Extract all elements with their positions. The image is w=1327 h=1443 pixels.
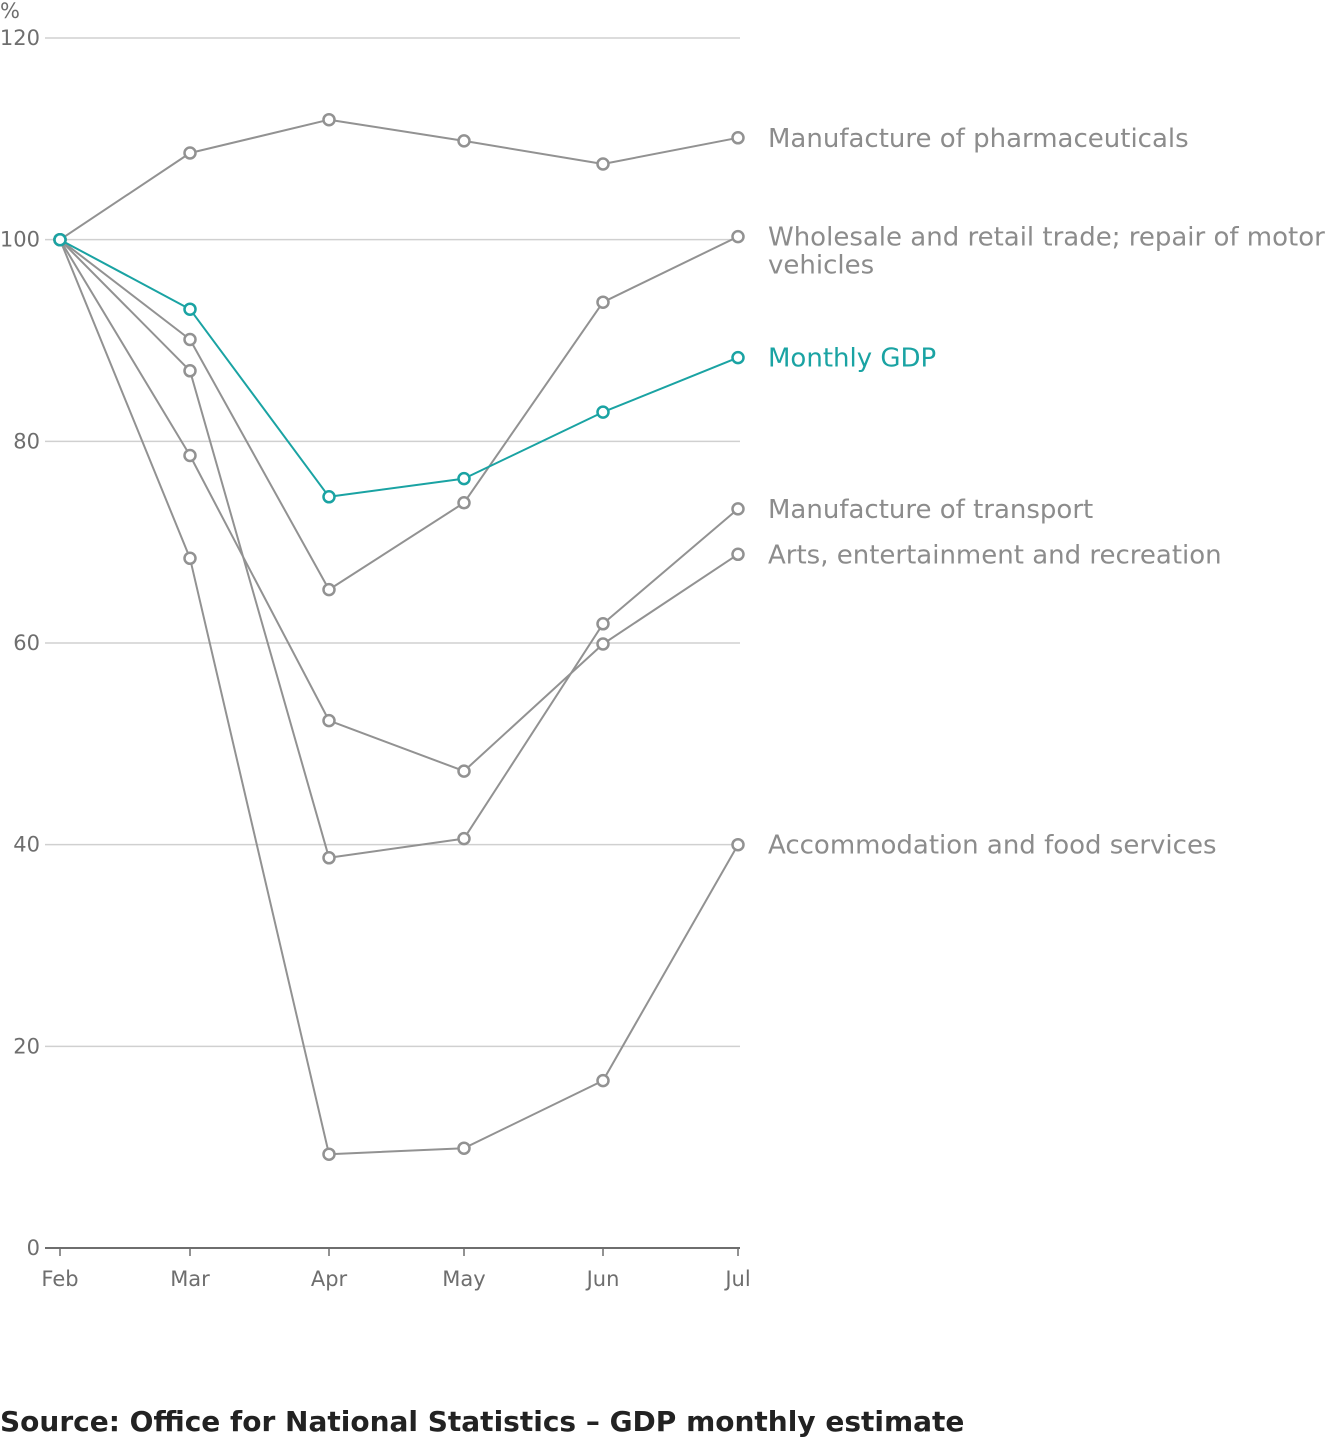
series-labels: Manufacture of pharmaceuticals Wholesale … xyxy=(768,124,1325,861)
series-line-manufacture-of-transport xyxy=(59,238,739,859)
data-point-manufacture-of-pharmaceuticals-jun xyxy=(596,157,610,171)
data-point-accommodation-and-food-services-mar xyxy=(183,551,197,566)
series-label-wholesale-and-retail-trade-repair-of-motor-vehicles: Wholesale and retail trade; repair of mo… xyxy=(768,223,1325,281)
data-point-accommodation-and-food-services-jul xyxy=(731,837,745,852)
x-tick-label-apr: Apr xyxy=(311,1267,348,1291)
series-line-monthly-gdp xyxy=(59,238,739,498)
y-tick-label-80: 80 xyxy=(13,429,40,453)
x-tick-label-may: May xyxy=(442,1267,485,1291)
series-line-wholesale-and-retail-trade-repair-of-motor-vehicles xyxy=(59,235,739,591)
series-label-manufacture-of-pharmaceuticals: Manufacture of pharmaceuticals xyxy=(768,124,1189,154)
series-manufacture-of-transport xyxy=(53,232,745,865)
y-axis-unit-label: % xyxy=(0,0,20,23)
data-point-monthly-gdp-mar xyxy=(183,302,197,316)
y-tick-label-0: 0 xyxy=(27,1236,40,1260)
data-point-manufacture-of-pharmaceuticals-may xyxy=(457,134,471,148)
series-manufacture-of-pharmaceuticals xyxy=(53,112,745,247)
data-point-manufacture-of-transport-mar xyxy=(183,364,197,378)
data-point-wholesale-and-retail-trade-repair-of-motor-vehicles-jul xyxy=(731,229,745,244)
x-axis: Feb Mar Apr May Jun Jul xyxy=(41,1247,751,1291)
data-point-wholesale-and-retail-trade-repair-of-motor-vehicles-apr xyxy=(322,582,336,597)
series-label-line: Wholesale and retail trade; repair of mo… xyxy=(768,223,1325,253)
series-label-manufacture-of-transport: Manufacture of transport xyxy=(768,495,1093,525)
x-tick-label-jun: Jun xyxy=(585,1267,620,1291)
series-label-line: Accommodation and food services xyxy=(768,831,1217,861)
series-label-line: vehicles xyxy=(768,251,874,281)
data-point-monthly-gdp-feb xyxy=(53,232,67,247)
data-point-arts-entertainment-and-recreation-jul xyxy=(731,547,745,562)
data-point-monthly-gdp-jul xyxy=(731,350,745,365)
data-point-manufacture-of-pharmaceuticals-apr xyxy=(322,112,336,127)
data-point-monthly-gdp-jun xyxy=(596,405,610,419)
data-point-accommodation-and-food-services-may xyxy=(457,1141,471,1155)
data-point-arts-entertainment-and-recreation-mar xyxy=(183,448,197,463)
series-label-line: Manufacture of pharmaceuticals xyxy=(768,124,1189,154)
series-label-line: Arts, entertainment and recreation xyxy=(768,540,1222,570)
series-accommodation-and-food-services xyxy=(53,232,745,1161)
y-tick-label-120: 120 xyxy=(0,26,40,50)
data-point-manufacture-of-transport-jun xyxy=(596,617,610,631)
data-point-manufacture-of-transport-may xyxy=(457,831,471,846)
series-line-manufacture-of-pharmaceuticals xyxy=(59,118,739,241)
y-tick-label-60: 60 xyxy=(13,631,40,655)
series-label-arts-entertainment-and-recreation: Arts, entertainment and recreation xyxy=(768,540,1222,570)
series-label-line: Manufacture of transport xyxy=(768,495,1093,525)
series-lines xyxy=(53,112,745,1161)
series-line-accommodation-and-food-services xyxy=(59,239,739,1156)
data-point-manufacture-of-transport-jul xyxy=(731,502,745,516)
y-tick-label-20: 20 xyxy=(13,1034,40,1058)
data-point-accommodation-and-food-services-apr xyxy=(322,1147,336,1161)
data-point-manufacture-of-transport-apr xyxy=(322,851,336,865)
data-point-arts-entertainment-and-recreation-apr xyxy=(322,713,336,728)
data-point-accommodation-and-food-services-jun xyxy=(596,1073,610,1088)
data-point-monthly-gdp-apr xyxy=(322,490,336,504)
source-note: Source: Office for National Statistics –… xyxy=(0,1405,965,1438)
data-point-monthly-gdp-may xyxy=(457,471,471,486)
series-label-line: Monthly GDP xyxy=(768,344,936,374)
series-label-monthly-gdp: Monthly GDP xyxy=(768,344,936,374)
data-point-wholesale-and-retail-trade-repair-of-motor-vehicles-jun xyxy=(596,295,610,309)
series-line-arts-entertainment-and-recreation xyxy=(59,239,739,773)
x-tick-label-feb: Feb xyxy=(41,1267,78,1291)
series-label-accommodation-and-food-services: Accommodation and food services xyxy=(768,831,1217,861)
series-monthly-gdp xyxy=(53,232,745,504)
y-tick-label-40: 40 xyxy=(13,833,40,857)
data-point-arts-entertainment-and-recreation-jun xyxy=(596,637,610,651)
data-point-manufacture-of-pharmaceuticals-mar xyxy=(183,146,197,160)
series-wholesale-and-retail-trade-repair-of-motor-vehicles xyxy=(53,229,745,597)
data-point-wholesale-and-retail-trade-repair-of-motor-vehicles-mar xyxy=(183,332,197,347)
y-tick-label-100: 100 xyxy=(0,228,40,252)
data-point-arts-entertainment-and-recreation-may xyxy=(457,764,471,778)
x-tick-label-jul: Jul xyxy=(723,1267,750,1291)
data-point-manufacture-of-pharmaceuticals-jul xyxy=(731,131,745,145)
gridlines: 0 20 40 60 80 100 120 xyxy=(0,26,740,1260)
x-tick-label-mar: Mar xyxy=(170,1267,210,1291)
data-point-wholesale-and-retail-trade-repair-of-motor-vehicles-may xyxy=(457,496,471,510)
